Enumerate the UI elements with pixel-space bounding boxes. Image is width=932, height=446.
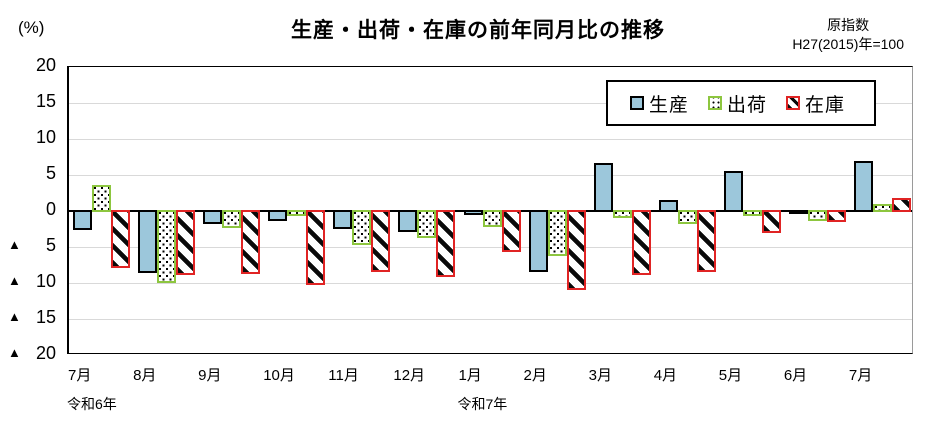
bar-shukka-11 bbox=[807, 210, 827, 222]
bar-seisan-9 bbox=[658, 199, 678, 212]
bar-shukka-10 bbox=[742, 210, 762, 217]
bar-shukka-3 bbox=[287, 210, 307, 216]
negative-triangle-icon: ▲ bbox=[8, 345, 21, 360]
bar-shukka-6 bbox=[482, 210, 502, 228]
bar-shukka-4 bbox=[352, 210, 372, 246]
bar-zaiko-11 bbox=[826, 210, 846, 223]
bar-zaiko-3 bbox=[306, 210, 326, 286]
bar-seisan-8 bbox=[593, 163, 613, 212]
x-tick-label: 8月 bbox=[133, 367, 157, 384]
bar-zaiko-2 bbox=[241, 210, 261, 274]
production-swatch-icon bbox=[630, 96, 644, 110]
x-axis: 7月 8月 9月 10月 11月 12月 1月 2月 3月 4月 5月 6月 7月令和6年 令和7年 bbox=[67, 354, 913, 424]
x-tick-label: 10月 bbox=[263, 367, 295, 384]
x-tick-label: 2月 bbox=[523, 367, 547, 384]
y-tick-label: ▲ 15 bbox=[8, 306, 56, 327]
shipment-swatch-icon bbox=[708, 96, 723, 110]
legend-label-inventory: 在庫 bbox=[805, 94, 846, 116]
legend-item-production: 生産 bbox=[630, 90, 689, 117]
gridline bbox=[69, 247, 912, 248]
bar-shukka-5 bbox=[417, 210, 437, 238]
bar-shukka-7 bbox=[547, 210, 567, 256]
bar-zaiko-12 bbox=[891, 197, 911, 212]
negative-triangle-icon: ▲ bbox=[8, 237, 21, 252]
bar-seisan-1 bbox=[138, 210, 158, 274]
x-tick-label: 1月 bbox=[458, 367, 482, 384]
y-tick-label: 10 bbox=[35, 126, 56, 147]
x-tick-label: 9月 bbox=[198, 367, 222, 384]
era-label: 令和6年 bbox=[67, 396, 117, 412]
legend-item-shipment: 出荷 bbox=[708, 90, 767, 117]
bar-seisan-2 bbox=[203, 210, 223, 224]
gridline bbox=[69, 319, 912, 320]
bar-zaiko-8 bbox=[631, 210, 651, 276]
y-tick-label: ▲ 5 bbox=[8, 234, 56, 255]
bar-seisan-12 bbox=[853, 161, 873, 212]
negative-triangle-icon: ▲ bbox=[8, 309, 21, 324]
index-note: 原指数 H27(2015)年=100 bbox=[792, 16, 904, 54]
bar-seisan-5 bbox=[398, 210, 418, 233]
gridline bbox=[69, 175, 912, 176]
legend: 生産 出荷 在庫 bbox=[606, 80, 876, 126]
bar-shukka-9 bbox=[677, 210, 697, 224]
negative-triangle-icon: ▲ bbox=[8, 273, 21, 288]
bar-zaiko-9 bbox=[696, 210, 716, 272]
index-note-line1: 原指数 bbox=[827, 17, 870, 33]
bar-zaiko-1 bbox=[176, 210, 196, 276]
bar-zaiko-4 bbox=[371, 210, 391, 273]
x-tick-label: 12月 bbox=[393, 367, 426, 384]
bar-seisan-6 bbox=[463, 210, 483, 215]
x-tick-label: 7月 bbox=[68, 367, 92, 384]
bar-shukka-8 bbox=[612, 210, 632, 218]
y-tick-label: 0 bbox=[45, 198, 56, 219]
bar-shukka-2 bbox=[222, 210, 242, 228]
legend-label-production: 生産 bbox=[649, 94, 690, 116]
bar-seisan-4 bbox=[333, 210, 353, 229]
bar-zaiko-6 bbox=[501, 210, 521, 252]
x-tick-label: 4月 bbox=[653, 367, 678, 384]
gridline bbox=[69, 103, 912, 104]
legend-item-inventory: 在庫 bbox=[786, 90, 845, 117]
x-tick-label: 7月 bbox=[848, 367, 873, 384]
gridline bbox=[69, 139, 912, 140]
x-tick-label: 3月 bbox=[588, 367, 612, 384]
bar-shukka-0 bbox=[92, 184, 112, 212]
bar-shukka-12 bbox=[872, 204, 892, 212]
x-tick-label: 6月 bbox=[783, 367, 808, 384]
inventory-swatch-icon bbox=[786, 96, 801, 110]
chart-title: 生産・出荷・在庫の前年同月比の推移 bbox=[291, 19, 665, 42]
y-tick-label: 20 bbox=[35, 54, 56, 75]
bar-zaiko-5 bbox=[436, 210, 456, 277]
y-axis: 20 15 10 5 0 ▲ 5 ▲ 10 ▲ 15 ▲ 20 bbox=[0, 55, 62, 363]
y-axis-unit-label: (%) bbox=[18, 18, 45, 37]
era-label: 令和7年 bbox=[457, 396, 508, 412]
bar-zaiko-7 bbox=[566, 210, 586, 291]
bar-zaiko-10 bbox=[761, 210, 781, 233]
bar-seisan-3 bbox=[268, 210, 288, 221]
bar-zaiko-0 bbox=[111, 210, 131, 269]
y-tick-label: ▲ 10 bbox=[8, 270, 56, 291]
x-tick-label: 5月 bbox=[718, 367, 743, 384]
bar-seisan-10 bbox=[723, 171, 743, 212]
y-tick-label: ▲ 20 bbox=[8, 342, 56, 363]
legend-label-shipment: 出荷 bbox=[727, 94, 768, 116]
index-note-line2: H27(2015)年=100 bbox=[792, 36, 904, 52]
y-tick-label: 15 bbox=[35, 90, 56, 111]
gridline bbox=[69, 283, 912, 284]
bar-seisan-7 bbox=[528, 210, 548, 272]
bar-seisan-0 bbox=[73, 210, 93, 230]
y-tick-label: 5 bbox=[45, 162, 56, 183]
bar-shukka-1 bbox=[157, 210, 177, 283]
bar-seisan-11 bbox=[788, 210, 808, 215]
x-tick-label: 11月 bbox=[328, 367, 359, 384]
